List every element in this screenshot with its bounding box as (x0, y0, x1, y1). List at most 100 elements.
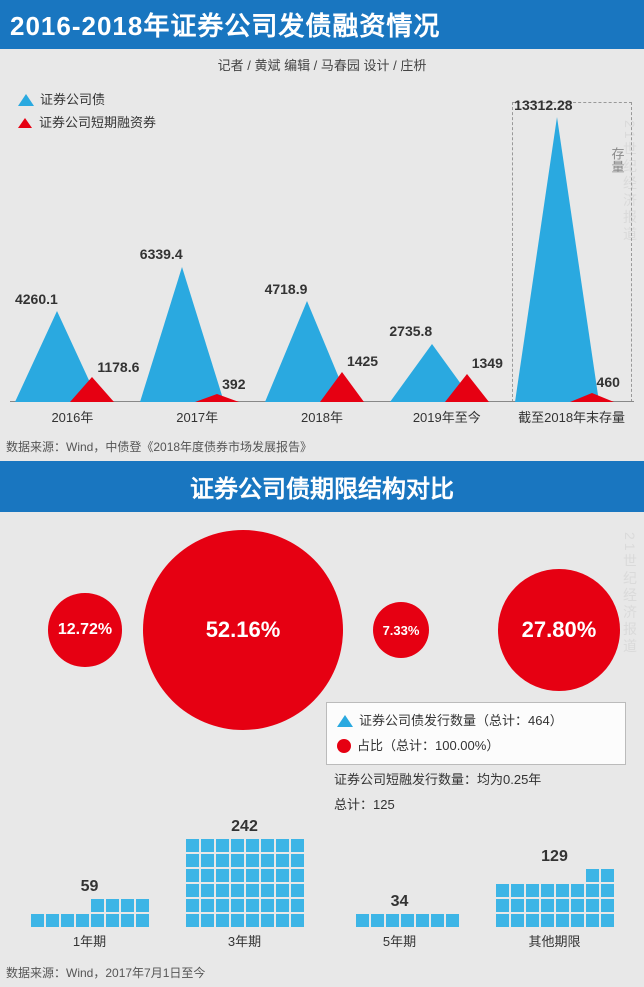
bar-column: 129 (477, 848, 632, 928)
block-cell (186, 869, 199, 882)
block-cell (261, 854, 274, 867)
block-cell (541, 884, 554, 897)
block-cell (201, 869, 214, 882)
block-cell (201, 899, 214, 912)
note-line-1: 证券公司短融发行数量：均为0.25年 (334, 768, 541, 793)
legend2-red: 占比（总计：100.00%） (357, 734, 499, 759)
block-cell (261, 899, 274, 912)
block-cell (246, 854, 259, 867)
pct-bubble: 12.72% (48, 593, 121, 666)
triangle-red (195, 394, 239, 402)
block-cell (586, 899, 599, 912)
chart2-legend: 证券公司债发行数量（总计：464） 占比（总计：100.00%） (326, 702, 626, 765)
block-bar (495, 868, 615, 928)
section1-title: 2016-2018年证券公司发债融资情况 (0, 0, 644, 49)
x-label: 5年期 (322, 931, 477, 950)
block-cell (216, 899, 229, 912)
block-cell (246, 869, 259, 882)
block-cell (526, 914, 539, 927)
block-cell (431, 914, 444, 927)
chart1-group: 6339.4 392 (135, 102, 260, 402)
block-cell (246, 884, 259, 897)
block-cell (276, 854, 289, 867)
bar-value: 59 (81, 878, 99, 896)
chart2-x-labels: 1年期3年期5年期其他期限 (12, 931, 632, 950)
block-cell (91, 899, 104, 912)
block-cell (186, 839, 199, 852)
block-cell (526, 899, 539, 912)
block-cell (446, 914, 459, 927)
block-cell (556, 899, 569, 912)
block-cell (601, 914, 614, 927)
note-line-2: 总计：125 (334, 793, 541, 818)
block-cell (291, 884, 304, 897)
block-cell (106, 899, 119, 912)
chart1-source: 数据来源：Wind，中债登《2018年度债券市场发展报告》 (0, 436, 644, 461)
pct-bubble: 7.33% (373, 602, 429, 658)
block-cell (601, 899, 614, 912)
block-cell (371, 914, 384, 927)
block-cell (186, 914, 199, 927)
block-cell (231, 914, 244, 927)
value-red: 460 (597, 374, 620, 390)
block-cell (231, 854, 244, 867)
x-label: 1年期 (12, 931, 167, 950)
chart1: 21世纪经济报道 证券公司债 证券公司短期融资券 4260.11178.6633… (6, 80, 638, 430)
block-cell (496, 899, 509, 912)
block-cell (586, 884, 599, 897)
bar-value: 129 (541, 848, 568, 866)
block-cell (291, 914, 304, 927)
x-label: 2019年至今 (384, 407, 509, 426)
triangle-blue (515, 117, 599, 402)
block-cell (201, 914, 214, 927)
block-cell (216, 839, 229, 852)
block-cell (276, 839, 289, 852)
triangle-up-blue-icon (337, 715, 353, 727)
block-cell (76, 914, 89, 927)
section1: 21世纪经济报道 证券公司债 证券公司短期融资券 4260.11178.6633… (0, 80, 644, 436)
block-cell (276, 869, 289, 882)
chart2: 21世纪经济报道 证券公司债发行数量（总计：464） 占比（总计：100.00%… (6, 512, 638, 956)
block-cell (511, 884, 524, 897)
value-blue: 4718.9 (265, 281, 308, 297)
chart2-source: 数据来源：Wind，2017年7月1日至今 (0, 962, 644, 987)
legend2-blue: 证券公司债发行数量（总计：464） (359, 709, 563, 734)
block-cell (571, 914, 584, 927)
value-red: 392 (222, 376, 245, 392)
x-label: 2018年 (260, 407, 385, 426)
block-cell (291, 854, 304, 867)
chart1-group: 4260.11178.6 (10, 102, 135, 402)
x-label: 截至2018年末存量 (509, 407, 634, 426)
block-cell (61, 914, 74, 927)
block-cell (276, 914, 289, 927)
circle-red-icon (337, 739, 351, 753)
value-red: 1349 (472, 355, 503, 371)
block-cell (216, 869, 229, 882)
value-blue: 2735.8 (389, 323, 432, 339)
block-cell (246, 839, 259, 852)
watermark: 21世纪经济报道 (620, 532, 638, 656)
block-cell (261, 884, 274, 897)
chart1-group: 2735.8 1349 (384, 102, 509, 402)
block-cell (261, 839, 274, 852)
block-cell (291, 839, 304, 852)
block-cell (46, 914, 59, 927)
block-cell (556, 914, 569, 927)
block-cell (541, 914, 554, 927)
block-cell (526, 884, 539, 897)
block-bar (340, 913, 460, 928)
block-cell (356, 914, 369, 927)
block-cell (601, 884, 614, 897)
block-cell (571, 884, 584, 897)
x-label: 其他期限 (477, 931, 632, 950)
x-label: 2016年 (10, 407, 135, 426)
block-cell (246, 914, 259, 927)
section2-title: 证券公司债期限结构对比 (0, 461, 644, 512)
block-cell (201, 854, 214, 867)
stock-label: 存量 (608, 147, 627, 173)
value-blue: 6339.4 (140, 246, 183, 262)
block-cell (541, 899, 554, 912)
block-cell (261, 869, 274, 882)
value-red: 1425 (347, 353, 378, 369)
value-blue: 4260.1 (15, 291, 58, 307)
